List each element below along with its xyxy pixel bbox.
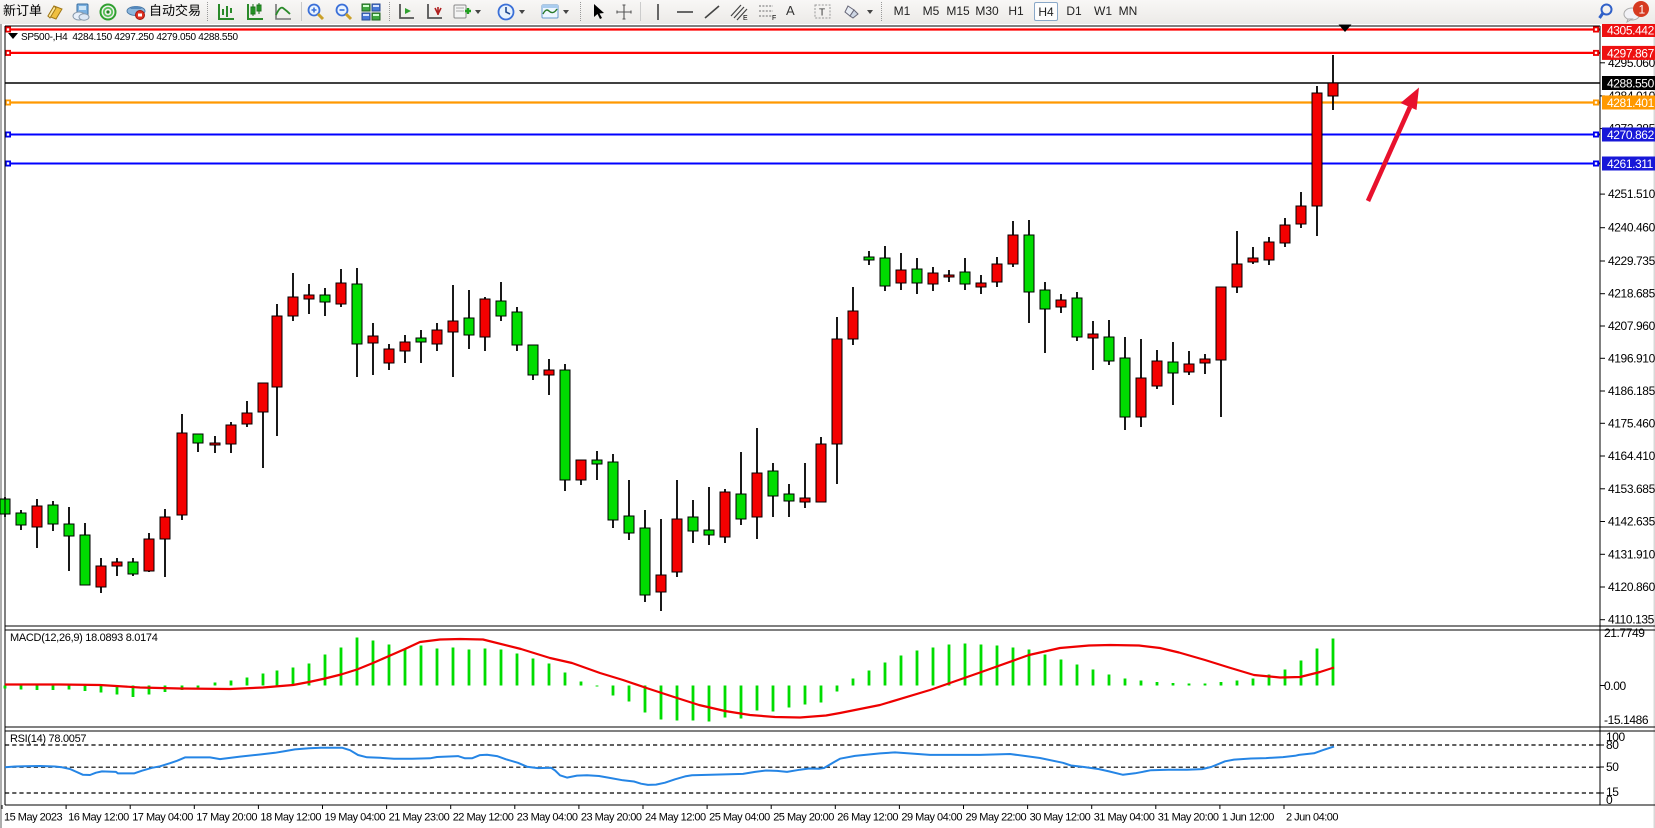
svg-text:23 May 20:00: 23 May 20:00 — [581, 812, 642, 824]
svg-text:4270.862: 4270.862 — [1607, 128, 1655, 142]
svg-text:23 May 04:00: 23 May 04:00 — [517, 812, 578, 824]
svg-text:26 May 12:00: 26 May 12:00 — [837, 812, 898, 824]
svg-text:4110.135: 4110.135 — [1608, 613, 1655, 627]
svg-text:19 May 04:00: 19 May 04:00 — [325, 812, 386, 824]
svg-text:4261.311: 4261.311 — [1607, 157, 1654, 171]
svg-text:24 May 12:00: 24 May 12:00 — [645, 812, 706, 824]
svg-text:4186.185: 4186.185 — [1608, 384, 1655, 398]
svg-text:4196.910: 4196.910 — [1608, 351, 1655, 365]
svg-text:21.7749: 21.7749 — [1604, 626, 1645, 640]
svg-text:17 May 04:00: 17 May 04:00 — [132, 812, 193, 824]
svg-text:0: 0 — [1606, 793, 1613, 807]
svg-text:4218.685: 4218.685 — [1608, 287, 1655, 301]
svg-text:4288.550: 4288.550 — [1607, 77, 1655, 91]
svg-text:E: E — [743, 15, 748, 22]
svg-text:29 May 22:00: 29 May 22:00 — [966, 812, 1027, 824]
svg-text:80: 80 — [1606, 738, 1619, 752]
svg-text:2 Jun 04:00: 2 Jun 04:00 — [1286, 812, 1338, 824]
svg-text:21 May 23:00: 21 May 23:00 — [389, 812, 450, 824]
svg-text:SP500-,H4 4284.150 4297.250 4: SP500-,H4 4284.150 4297.250 4279.050 428… — [21, 32, 238, 43]
svg-text:50: 50 — [1606, 760, 1619, 774]
svg-text:0.00: 0.00 — [1604, 679, 1626, 693]
svg-text:4153.685: 4153.685 — [1608, 482, 1655, 496]
svg-text:4207.960: 4207.960 — [1608, 319, 1655, 333]
svg-text:25 May 04:00: 25 May 04:00 — [709, 812, 770, 824]
svg-text:4120.860: 4120.860 — [1608, 580, 1655, 594]
svg-text:RSI(14) 78.0057: RSI(14) 78.0057 — [10, 733, 86, 745]
svg-text:4229.735: 4229.735 — [1608, 254, 1655, 268]
svg-text:16 May 12:00: 16 May 12:00 — [68, 812, 129, 824]
svg-text:4281.401: 4281.401 — [1607, 96, 1655, 110]
svg-text:31 May 04:00: 31 May 04:00 — [1094, 812, 1155, 824]
svg-text:MACD(12,26,9) 18.0893 8.0174: MACD(12,26,9) 18.0893 8.0174 — [10, 632, 158, 644]
svg-text:1: 1 — [1639, 3, 1646, 17]
svg-text:4164.410: 4164.410 — [1608, 449, 1655, 463]
svg-text:4297.867: 4297.867 — [1607, 46, 1655, 60]
svg-text:4251.510: 4251.510 — [1608, 187, 1655, 201]
svg-text:-15.1486: -15.1486 — [1604, 713, 1649, 727]
svg-text:30 May 12:00: 30 May 12:00 — [1030, 812, 1091, 824]
svg-text:31 May 20:00: 31 May 20:00 — [1158, 812, 1219, 824]
svg-text:17 May 20:00: 17 May 20:00 — [196, 812, 257, 824]
svg-text:T: T — [819, 8, 825, 19]
svg-text:15 May 2023: 15 May 2023 — [4, 812, 62, 824]
svg-text:4142.635: 4142.635 — [1608, 515, 1655, 529]
svg-text:18 May 12:00: 18 May 12:00 — [260, 812, 321, 824]
svg-text:22 May 12:00: 22 May 12:00 — [453, 812, 514, 824]
svg-text:4240.460: 4240.460 — [1608, 221, 1655, 235]
svg-text:4175.460: 4175.460 — [1608, 416, 1655, 430]
svg-text:29 May 04:00: 29 May 04:00 — [901, 812, 962, 824]
svg-text:100: 100 — [1606, 730, 1626, 744]
svg-text:F: F — [772, 15, 776, 22]
svg-text:4131.910: 4131.910 — [1608, 547, 1655, 561]
svg-text:4305.442: 4305.442 — [1607, 24, 1655, 38]
svg-text:25 May 20:00: 25 May 20:00 — [773, 812, 834, 824]
svg-text:1 Jun 12:00: 1 Jun 12:00 — [1222, 812, 1274, 824]
svg-text:15: 15 — [1606, 785, 1619, 799]
